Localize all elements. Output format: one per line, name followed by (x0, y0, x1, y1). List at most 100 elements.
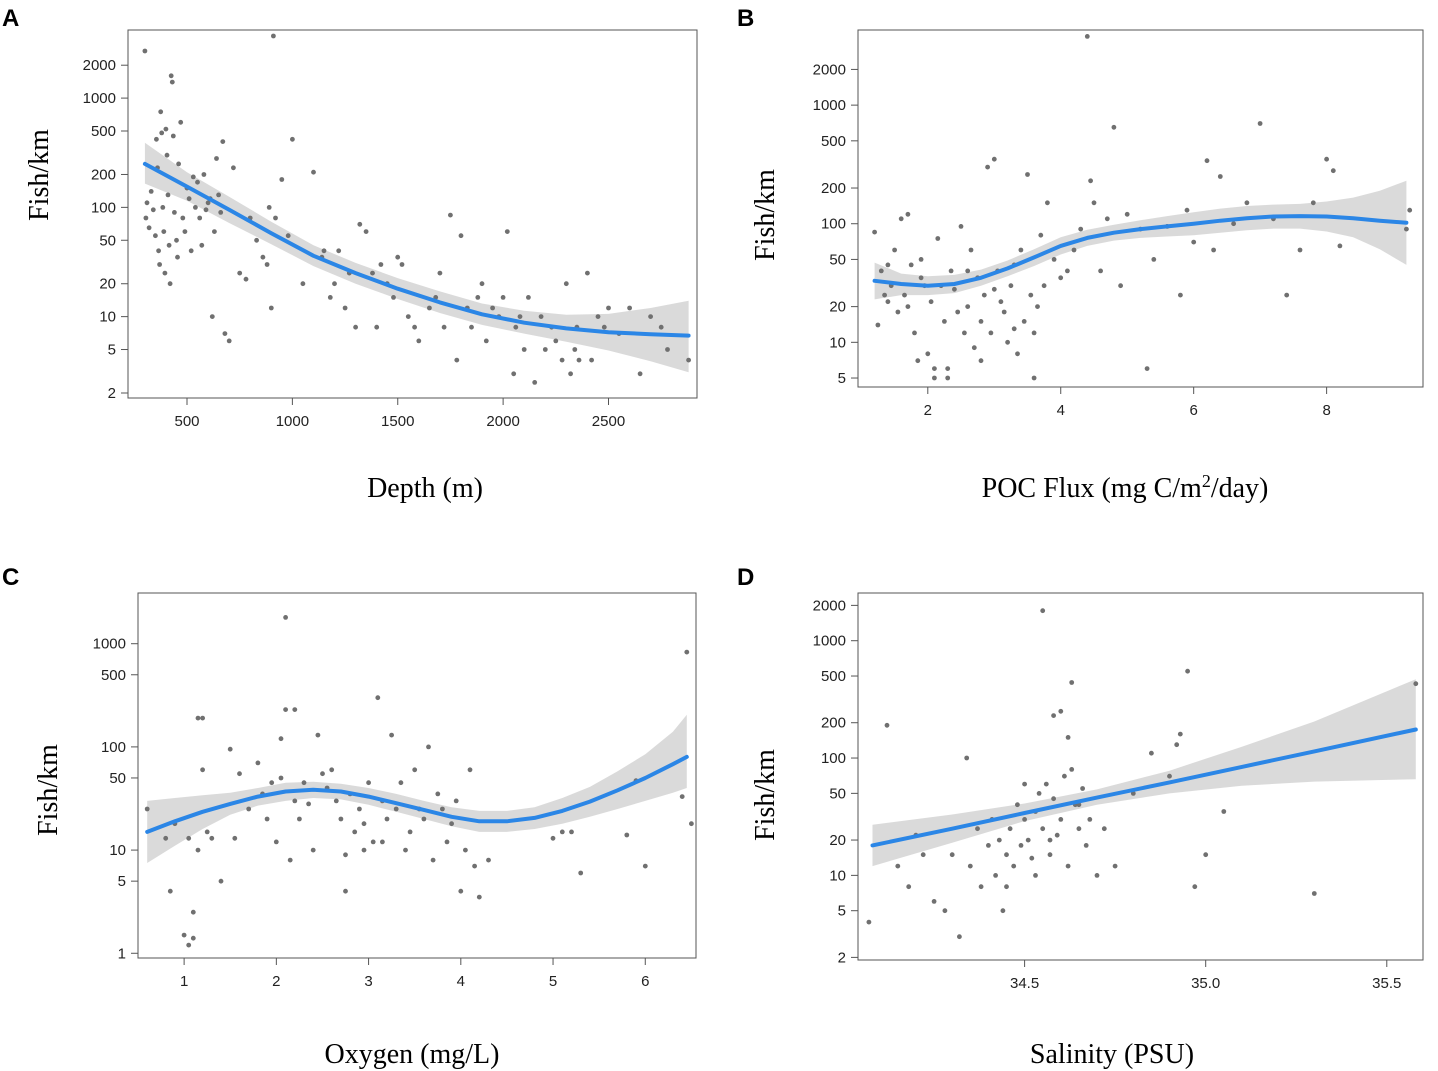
data-point (142, 48, 148, 54)
y-tick-label: 50 (109, 770, 126, 787)
smooth-fit-line (872, 214, 1409, 288)
data-point (1029, 855, 1035, 861)
data-point (486, 857, 491, 863)
data-point (912, 330, 917, 336)
y-tick-label: 20 (829, 832, 846, 849)
data-point (441, 324, 447, 330)
y-tick-label: 2 (108, 385, 116, 402)
data-point (398, 780, 404, 786)
data-point (283, 615, 288, 620)
data-point (148, 189, 154, 194)
x-axis-title: POC Flux (mg C/m2/day) (982, 471, 1269, 504)
data-point (1231, 221, 1236, 227)
data-point (475, 295, 481, 300)
data-point (1069, 767, 1075, 772)
data-point (1005, 339, 1010, 345)
data-point (991, 286, 997, 292)
data-point (1211, 247, 1216, 253)
data-point (1217, 174, 1223, 179)
data-point (285, 233, 291, 239)
data-point (569, 829, 574, 835)
panel-label-b: B (737, 5, 754, 32)
data-point (935, 236, 941, 241)
data-point (449, 821, 454, 827)
data-point (169, 79, 175, 85)
y-tick-label: 500 (821, 668, 846, 685)
data-point (174, 237, 179, 243)
data-point (218, 210, 224, 215)
data-point (1051, 713, 1056, 718)
data-point (1001, 309, 1007, 315)
data-point (504, 229, 510, 235)
data-point (1040, 608, 1046, 614)
plot-frame (857, 29, 1424, 388)
data-point (1101, 826, 1107, 832)
data-point (1000, 908, 1006, 914)
data-point (559, 357, 565, 363)
x-tick-label: 5 (549, 973, 557, 990)
panel-label-a: A (2, 5, 19, 32)
data-point (264, 816, 270, 822)
data-point (885, 299, 891, 305)
data-point (186, 835, 192, 841)
data-point (559, 829, 565, 835)
data-point (311, 169, 316, 175)
data-point (553, 338, 559, 344)
data-point (336, 248, 342, 254)
data-point (957, 934, 962, 940)
x-tick-label: 2 (272, 973, 280, 990)
panel-d: D Fish/km Salinity (PSU) 34.5 35.0 35.5 2 5 1… (737, 564, 1424, 1070)
data-point (378, 262, 384, 267)
data-point (1404, 226, 1409, 232)
data-point (1031, 330, 1037, 336)
data-point (403, 847, 408, 853)
data-point (204, 829, 210, 835)
data-point (1011, 326, 1017, 332)
data-point (271, 33, 276, 39)
y-tick-label: 1000 (813, 97, 846, 114)
data-point (637, 371, 643, 377)
data-point (180, 215, 186, 221)
data-point (958, 224, 964, 229)
data-point (1022, 817, 1027, 822)
data-point (971, 345, 977, 351)
data-point (1004, 884, 1009, 890)
data-point (156, 248, 162, 254)
data-point (448, 212, 453, 218)
data-point (1078, 226, 1084, 232)
data-point (932, 375, 937, 381)
data-point (978, 319, 984, 324)
data-point (243, 276, 249, 282)
data-point (1083, 843, 1089, 848)
data-point (576, 357, 582, 363)
data-point (363, 229, 369, 235)
data-point (981, 292, 987, 298)
data-point (985, 164, 990, 170)
data-point (589, 357, 594, 363)
y-axis-title: Fish/km (750, 169, 781, 261)
data-point (1124, 211, 1130, 217)
data-point (942, 319, 947, 324)
y-tick-label: 50 (829, 785, 846, 802)
y-tick-label: 2 (838, 949, 846, 966)
data-point (266, 205, 272, 210)
data-point (1324, 156, 1329, 162)
data-point (945, 375, 951, 381)
data-point (1021, 319, 1027, 324)
data-point (158, 109, 164, 115)
data-point (395, 254, 401, 260)
data-point (500, 295, 506, 300)
data-point (1025, 172, 1030, 177)
x-tick-label: 1 (180, 973, 188, 990)
data-point (172, 210, 177, 215)
data-point (905, 211, 911, 217)
data-point (216, 192, 222, 198)
data-point (1007, 826, 1013, 832)
data-point (310, 847, 316, 853)
x-tick-label: 2500 (592, 413, 625, 430)
panel-c: C Fish/km Oxygen (mg/L) 1 2 3 4 5 6 1 5 10 50 100 5… (2, 564, 697, 1070)
data-point (188, 248, 194, 254)
data-point (412, 324, 417, 330)
data-point (150, 207, 156, 213)
data-point (237, 270, 243, 276)
